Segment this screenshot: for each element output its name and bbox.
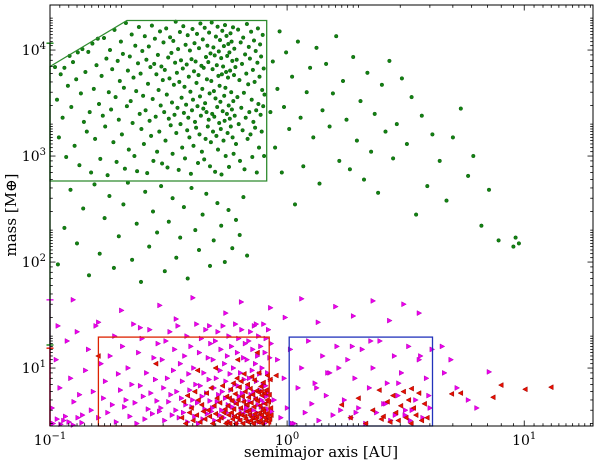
series-red-left-triangles [95,349,554,427]
y-tick-label: 102 [22,253,46,271]
y-tick-label: 103 [22,147,46,165]
y-axis-label: mass [M⊕] [2,174,20,257]
y-tick-label: 104 [22,41,46,59]
axis-ticks [49,5,593,426]
x-tick-label: 10−1 [34,431,67,449]
x-tick-label: 101 [512,431,536,449]
x-axis-label: semimajor axis [AU] [244,443,398,461]
data-points-layer [49,19,554,428]
plot-border [49,4,594,427]
y-tick-label: 101 [22,359,46,377]
series-green-circles [52,19,521,284]
